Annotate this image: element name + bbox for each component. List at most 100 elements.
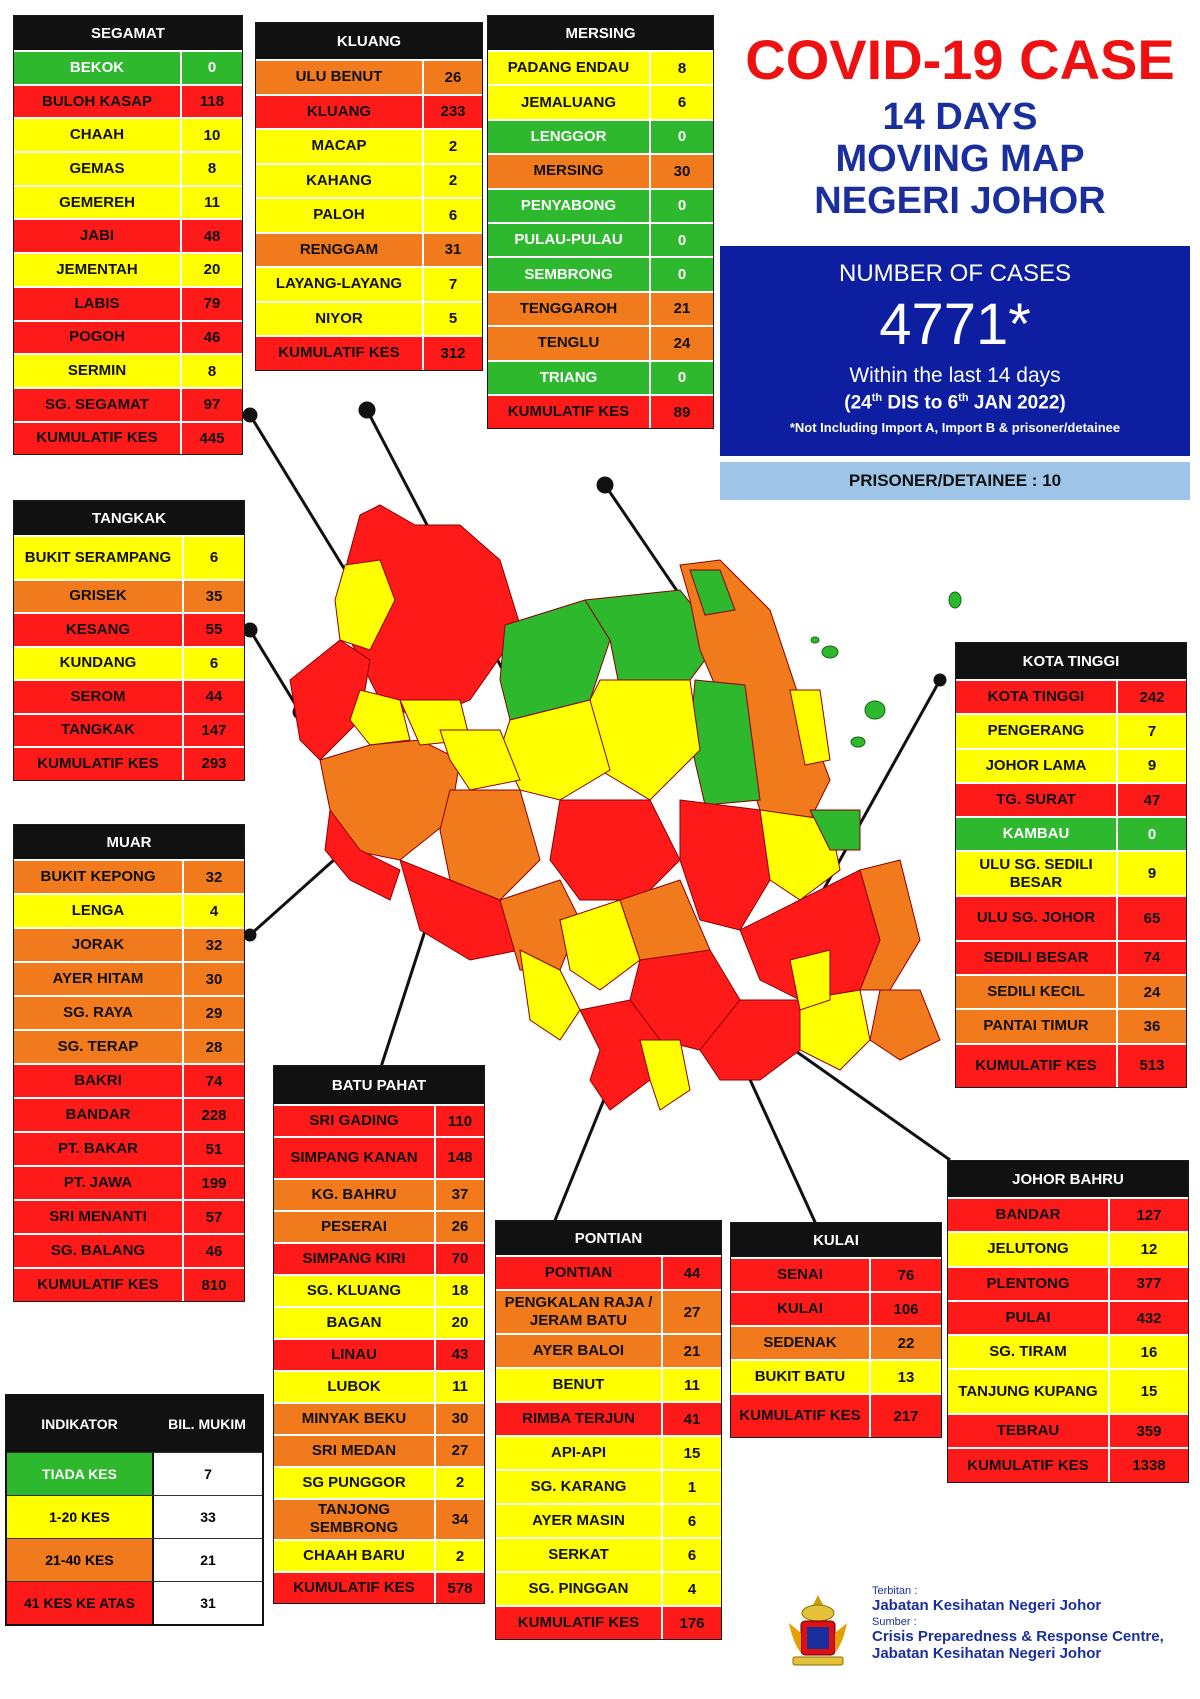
mukim-row: JEMALUANG 6 [488,84,713,119]
mukim-name: KUMULATIF KES [14,748,184,780]
mukim-name: SERKAT [496,1539,663,1572]
mukim-name: KESANG [14,614,184,646]
mukim-row: TANJUNG KUPANG 15 [948,1368,1188,1414]
district-table-kota-tinggi: KOTA TINGGI KOTA TINGGI 242 PENGERANG 7 JOHO… [955,642,1187,1089]
mukim-name: LENGA [14,895,184,927]
mukim-case-count: 293 [201,755,227,773]
mukim-row: KAMBAU 0 [956,816,1186,851]
mukim-row: GEMEREH 11 [14,184,242,219]
legend-count: 7 [152,1453,262,1495]
mukim-case-count: 51 [205,1140,223,1158]
legend-indicator: TIADA KES [7,1453,152,1495]
mukim-row: TANGKAK 147 [14,712,244,747]
mukim-name: PENGKALAN RAJA / JERAM BATU [496,1291,663,1334]
mukim-row: SG. SEGAMAT 97 [14,386,242,421]
mukim-row: LAYANG-LAYANG 7 [256,266,482,301]
mukim-case-count: 5 [448,310,458,328]
range-sup-1: th [871,392,883,404]
mukim-case-count: 55 [205,621,223,639]
mukim-row: MINYAK BEKU 30 [274,1401,484,1434]
mukim-name: RENGGAM [256,233,424,266]
mukim-name: RIMBA TERJUN [496,1403,663,1436]
region-yellow-pontian-north [519,949,581,1041]
district-table-tangkak: TANGKAK BUKIT SERAMPANG 6 GRISEK 35 KESANG 55… [13,500,245,781]
legend-rows: TIADA KES 7 1-20 KES 33 21-40 KES 21 41 KES KE… [7,1452,262,1624]
mukim-name: TANJUNG KUPANG [948,1370,1110,1414]
legend-count: 33 [152,1496,262,1538]
mukim-name: POGOH [14,321,182,354]
mukim-case-count: 30 [673,162,691,180]
district-name: MUAR [14,825,244,859]
mukim-row: ULU BENUT 26 [256,59,482,94]
mukim-case-count: 1 [687,1478,697,1496]
mukim-name: BULOH KASAP [14,85,182,118]
mukim-case-count: 27 [451,1442,469,1460]
mukim-row: SRI MEDAN 27 [274,1433,484,1466]
range-sup-2: th [958,392,969,404]
mukim-case-count: 22 [897,1334,915,1352]
mukim-row: BANDAR 127 [948,1197,1188,1232]
mukim-name: SRI GADING [274,1106,436,1136]
mukim-case-count: 46 [205,1242,223,1260]
mukim-case-count: 0 [677,128,687,146]
mukim-row: AYER HITAM 30 [14,961,244,995]
mukim-case-count: 9 [1147,865,1157,883]
mukim-row: TENGLU 24 [488,325,713,360]
district-name: MERSING [488,16,713,50]
mukim-row: BAKRI 74 [14,1063,244,1097]
mukim-name: GRISEK [14,580,184,613]
mukim-case-count: 76 [897,1266,915,1284]
mukim-row: BAGAN 20 [274,1305,484,1338]
mukim-row: KUNDANG 6 [14,645,244,680]
mukim-row: KUMULATIF KES 293 [14,746,244,780]
range-part-c: JAN 2022) [968,392,1066,414]
mukim-row: KULAI 106 [731,1291,941,1325]
mukim-row: LABIS 79 [14,285,242,320]
mukim-row: BANDAR 228 [14,1097,244,1131]
mukim-row: LENGGOR 0 [488,118,713,154]
mukim-name: JELUTONG [948,1233,1110,1266]
legend-indicator: 21-40 KES [7,1539,152,1581]
mukim-case-count: 4 [687,1580,697,1598]
mukim-case-count: 10 [203,126,221,144]
district-rows: SENAI 76 KULAI 106 SEDENAK 22 BUKIT BATU 13 KUMU… [731,1257,941,1438]
mukim-row: MERSING 30 [488,153,713,188]
mukim-row: KOTA TINGGI 242 [956,679,1186,714]
mukim-case-count: 176 [679,1614,705,1632]
mukim-case-count: 47 [1143,791,1161,809]
mukim-row: PENGERANG 7 [956,713,1186,748]
mukim-case-count: 242 [1139,688,1165,706]
mukim-name: JORAK [14,929,184,961]
mukim-row: TEBRAU 359 [948,1413,1188,1448]
mukim-case-count: 11 [452,1378,468,1396]
mukim-name: SG. SEGAMAT [14,388,182,421]
mukim-case-count: 0 [1147,825,1157,843]
mukim-row: KUMULATIF KES 217 [731,1393,941,1438]
mukim-name: CHAAH BARU [274,1541,436,1572]
mukim-case-count: 106 [893,1300,919,1318]
mukim-case-count: 578 [447,1579,473,1597]
mukim-name: JABI [14,220,182,253]
cases-date-range: (24th DIS to 6th JAN 2022) [720,392,1190,414]
mukim-case-count: 6 [687,1546,697,1564]
mukim-name: KUMULATIF KES [956,1044,1118,1088]
mukim-case-count: 30 [451,1410,469,1428]
mukim-row: SEMBRONG 0 [488,256,713,291]
mukim-case-count: 312 [440,344,466,362]
mukim-row: JEMENTAH 20 [14,252,242,286]
mukim-name: PENGERANG [956,715,1118,748]
mukim-case-count: 24 [1143,983,1161,1001]
mukim-case-count: 6 [209,654,219,672]
mukim-name: BANDAR [948,1199,1110,1232]
mukim-case-count: 18 [451,1282,469,1300]
mukim-name: BEKOK [14,52,182,84]
mukim-name: TEBRAU [948,1415,1110,1448]
johor-crest-icon [789,1595,847,1666]
region-yellow-chaah [439,729,521,791]
terbitan-value: Jabatan Kesihatan Negeri Johor [872,1597,1102,1614]
region-green-triang [689,569,736,616]
district-rows: PONTIAN 44 PENGKALAN RAJA / JERAM BATU 27 AY… [496,1255,721,1640]
mukim-case-count: 8 [207,160,217,178]
legend-header-count: BIL. MUKIM [168,1416,246,1432]
mukim-row: SEROM 44 [14,679,244,713]
